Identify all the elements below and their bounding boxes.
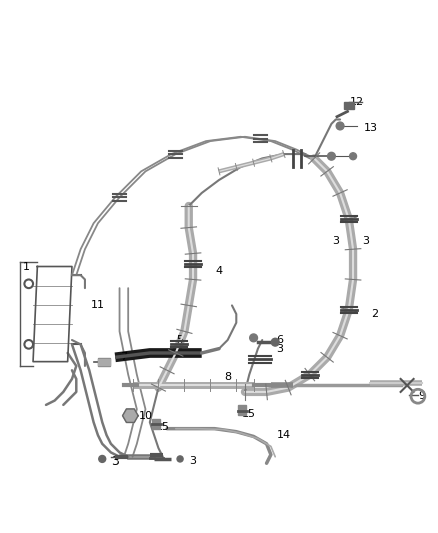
Bar: [238, 405, 246, 415]
Bar: [344, 102, 354, 109]
Text: 1: 1: [23, 262, 30, 271]
Circle shape: [328, 152, 336, 160]
Text: 10: 10: [138, 411, 152, 421]
Circle shape: [99, 456, 106, 463]
Text: 3: 3: [111, 455, 119, 467]
Text: 4: 4: [215, 266, 223, 276]
Text: 3: 3: [276, 344, 283, 354]
Circle shape: [250, 334, 258, 342]
Bar: [98, 359, 110, 365]
Text: 9: 9: [419, 391, 426, 401]
Circle shape: [177, 456, 183, 462]
Text: 5: 5: [177, 335, 184, 345]
Text: 6: 6: [276, 335, 283, 345]
Text: 13: 13: [364, 123, 378, 133]
Text: 3: 3: [363, 236, 370, 246]
Text: 8: 8: [224, 372, 231, 382]
Bar: [98, 358, 110, 366]
Text: 15: 15: [156, 422, 170, 432]
Text: 7: 7: [120, 352, 127, 362]
Circle shape: [350, 153, 357, 160]
Text: 14: 14: [277, 430, 291, 440]
Text: 11: 11: [91, 301, 105, 310]
Text: 3: 3: [190, 456, 197, 466]
Circle shape: [271, 338, 279, 346]
Polygon shape: [123, 409, 138, 423]
Circle shape: [336, 122, 344, 130]
Text: 2: 2: [371, 309, 378, 319]
Text: 12: 12: [350, 97, 364, 107]
Bar: [152, 419, 160, 429]
Text: 15: 15: [242, 408, 256, 418]
Text: 3: 3: [332, 236, 339, 246]
